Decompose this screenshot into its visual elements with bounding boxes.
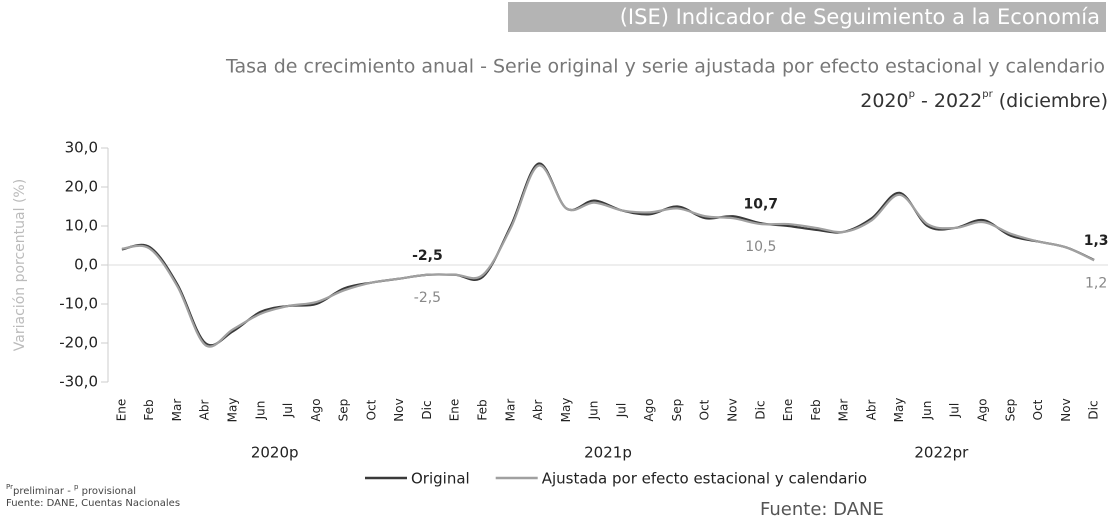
- period-sup: p: [909, 89, 915, 100]
- series-line: [121, 162, 1095, 347]
- y-axis-label: Variación porcentual (%): [12, 179, 28, 351]
- x-tick-label: Mar: [503, 399, 517, 422]
- x-tick-label: Ago: [309, 398, 323, 421]
- x-tick-label: Jun: [253, 401, 267, 421]
- x-tick-label: Feb: [809, 399, 823, 420]
- x-tick-label: Nov: [1059, 398, 1073, 421]
- x-tick-label: Nov: [392, 398, 406, 421]
- y-tick-label: -20,0: [59, 334, 98, 352]
- x-tick-label: May: [892, 398, 906, 423]
- y-tick-label: 20,0: [65, 178, 98, 196]
- data-label: -2,5: [414, 290, 441, 306]
- x-tick-label: Sep: [670, 399, 684, 422]
- y-tick-label: 0,0: [74, 256, 98, 274]
- x-tick-label: Sep: [1003, 399, 1017, 422]
- footnote-sup: Pr: [6, 483, 13, 491]
- data-label: 10,7: [744, 196, 779, 212]
- x-tick-label: Jul: [948, 403, 962, 418]
- x-tick-label: Feb: [476, 399, 490, 420]
- x-tick-label: Abr: [864, 400, 878, 421]
- x-tick-label: May: [559, 398, 573, 423]
- x-tick-label: Jun: [920, 401, 934, 421]
- x-tick-label: Mar: [837, 399, 851, 422]
- source: Fuente: DANE, Cuentas Nacionales: [6, 498, 180, 509]
- x-tick-label: Ago: [976, 398, 990, 421]
- source-bottom: Fuente: DANE: [760, 499, 884, 519]
- x-tick-label: Nov: [726, 398, 740, 421]
- x-tick-label: Sep: [337, 399, 351, 422]
- legend-label: Original: [411, 470, 470, 488]
- x-tick-label: Feb: [142, 399, 156, 420]
- group-label: 2021p: [584, 444, 632, 462]
- x-tick-label: Oct: [698, 399, 712, 420]
- footnote-text: provisional: [78, 486, 136, 497]
- group-label: 2020p: [251, 444, 299, 462]
- period: 2020p - 2022pr (diciembre): [860, 89, 1108, 112]
- title-background: [508, 2, 1106, 32]
- legend-label: Ajustada por efecto estacional y calenda…: [542, 470, 867, 488]
- x-tick-label: Dic: [753, 400, 767, 419]
- x-tick-label: Oct: [1031, 399, 1045, 420]
- data-label: -2,5: [412, 248, 443, 264]
- chart-subtitle: Tasa de crecimiento anual - Serie origin…: [225, 56, 1105, 78]
- data-label: 1,2: [1085, 275, 1107, 291]
- x-tick-label: Jul: [614, 403, 628, 418]
- x-tick-label: Oct: [364, 399, 378, 420]
- x-tick-label: May: [226, 398, 240, 423]
- period-sup: pr: [982, 89, 993, 100]
- y-tick-label: -30,0: [59, 373, 98, 391]
- period-start: 2020: [860, 90, 908, 112]
- x-tick-label: Ene: [114, 399, 128, 422]
- data-label: 1,3: [1084, 233, 1109, 249]
- x-tick-label: Dic: [420, 400, 434, 419]
- footnote-sup: p: [74, 483, 79, 491]
- y-tick-label: 30,0: [65, 139, 98, 157]
- data-label: 10,5: [745, 239, 776, 255]
- x-tick-label: Dic: [1087, 400, 1101, 419]
- x-tick-label: Abr: [531, 400, 545, 421]
- x-tick-label: Abr: [198, 400, 212, 421]
- chart-title: (ISE) Indicador de Seguimiento a la Econ…: [620, 5, 1100, 29]
- group-label: 2022pr: [914, 444, 969, 462]
- footnote-text: preliminar -: [13, 486, 74, 497]
- x-tick-label: Ene: [781, 399, 795, 422]
- series-line: [121, 164, 1095, 348]
- period-end: - 2022: [915, 90, 982, 112]
- x-tick-label: Mar: [170, 399, 184, 422]
- x-tick-label: Jun: [587, 401, 601, 421]
- y-tick-label: -10,0: [59, 295, 98, 313]
- x-tick-label: Ene: [448, 399, 462, 422]
- period-note: (diciembre): [993, 90, 1108, 112]
- footnote: Prpreliminar - p provisional: [6, 483, 136, 497]
- y-tick-label: 10,0: [65, 217, 98, 235]
- x-tick-label: Jul: [281, 403, 295, 418]
- x-tick-label: Ago: [642, 398, 656, 421]
